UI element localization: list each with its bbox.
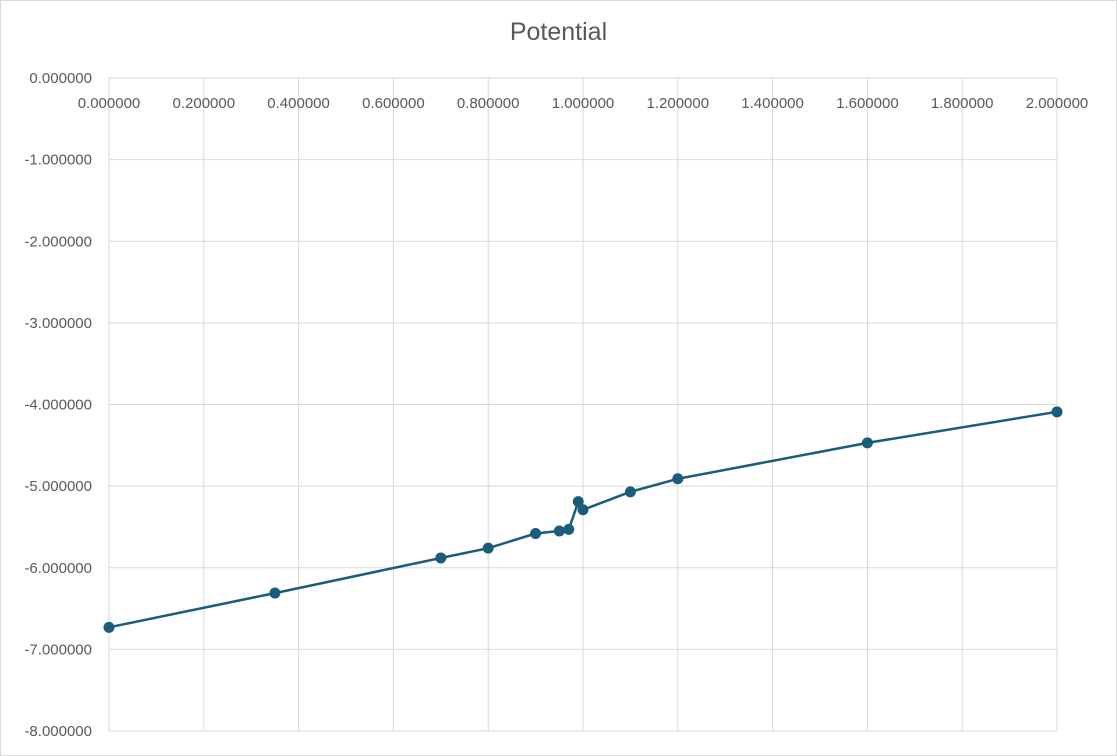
y-tick-label: -4.000000 <box>24 397 92 414</box>
data-point <box>624 486 636 498</box>
chart-title: Potential <box>509 18 608 46</box>
data-point <box>103 621 115 633</box>
y-tick-label: -7.000000 <box>24 641 92 658</box>
x-tick-label: 1.000000 <box>552 95 615 112</box>
data-point <box>577 504 589 516</box>
x-tick-label: 1.600000 <box>836 95 899 112</box>
y-tick-label: 0.000000 <box>29 70 92 87</box>
x-tick-label: 0.400000 <box>267 95 330 112</box>
y-tick-labels: 0.000000 -1.000000 -2.000000 -3.000000 -4.00… <box>24 70 92 740</box>
x-tick-label: 1.400000 <box>741 95 804 112</box>
x-tick-labels: 0.000000 0.200000 0.400000 0.600000 0.800000… <box>78 95 1089 112</box>
data-point <box>563 523 575 535</box>
data-point <box>553 525 565 537</box>
x-tick-label: 1.200000 <box>647 95 710 112</box>
data-point <box>1051 406 1063 418</box>
series-group <box>103 406 1063 633</box>
y-tick-label: -8.000000 <box>24 723 92 740</box>
x-tick-label: 0.000000 <box>78 95 141 112</box>
x-tick-label: 0.200000 <box>173 95 236 112</box>
data-point <box>435 552 447 564</box>
x-tick-label: 0.800000 <box>457 95 520 112</box>
x-tick-label: 0.600000 <box>362 95 425 112</box>
y-tick-label: -1.000000 <box>24 152 92 169</box>
horizontal-gridlines <box>109 77 1057 732</box>
y-tick-label: -2.000000 <box>24 233 92 250</box>
data-point <box>482 542 494 554</box>
x-tick-label: 2.000000 <box>1026 95 1089 112</box>
data-point <box>269 587 281 599</box>
data-point <box>672 473 684 485</box>
data-point <box>861 437 873 449</box>
data-point <box>530 527 542 539</box>
y-tick-label: -5.000000 <box>24 478 92 495</box>
x-tick-label: 1.800000 <box>931 95 994 112</box>
y-tick-label: -3.000000 <box>24 315 92 332</box>
data-point <box>572 496 584 508</box>
y-tick-label: -6.000000 <box>24 560 92 577</box>
